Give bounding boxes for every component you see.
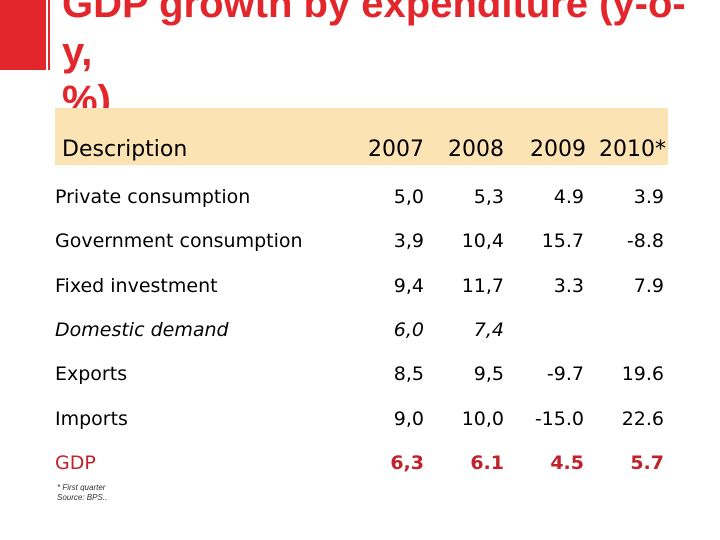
table-cell: -9.7 xyxy=(546,363,584,385)
accent-line xyxy=(48,0,50,70)
row-label-government-consumption: Government consumption xyxy=(55,230,303,252)
table-cell: 4.5 xyxy=(550,452,584,474)
table-cell: 8,5 xyxy=(393,363,424,385)
accent-bar xyxy=(0,0,46,70)
table-cell: 3,9 xyxy=(393,230,424,252)
footnote-source: Source: BPS.. xyxy=(57,493,108,502)
row-label-gdp: GDP xyxy=(55,452,96,474)
table-cell: 7,4 xyxy=(473,319,504,341)
table-cell: 22.6 xyxy=(621,408,664,430)
header-year-2008: 2008 xyxy=(448,137,504,162)
table-cell: 15.7 xyxy=(541,230,584,252)
table-cell: 10,0 xyxy=(461,408,504,430)
table-cell: 6,3 xyxy=(390,452,424,474)
table-cell: 10,4 xyxy=(461,230,504,252)
footnote-first-quarter: * First quarter xyxy=(57,483,106,492)
row-label-private-consumption: Private consumption xyxy=(55,186,251,208)
table-cell: 6,0 xyxy=(393,319,424,341)
table-cell: 7.9 xyxy=(633,275,664,297)
row-label-domestic-demand: Domestic demand xyxy=(55,319,229,341)
table-cell: 9,4 xyxy=(393,275,424,297)
row-label-fixed-investment: Fixed investment xyxy=(55,275,218,297)
table-cell: 4.9 xyxy=(553,186,584,208)
header-year-2010: 2010* xyxy=(599,137,666,162)
header-description: Description xyxy=(62,137,188,162)
table-cell: 5.7 xyxy=(630,452,664,474)
table-cell: 5,0 xyxy=(393,186,424,208)
table-cell: 9,0 xyxy=(393,408,424,430)
table-header-band xyxy=(55,108,668,165)
table-cell: 3.9 xyxy=(633,186,664,208)
table-cell: -8.8 xyxy=(626,230,664,252)
row-label-exports: Exports xyxy=(55,363,128,385)
table-cell: 3.3 xyxy=(553,275,584,297)
table-cell: 19.6 xyxy=(621,363,664,385)
table-cell: 5,3 xyxy=(473,186,504,208)
header-year-2007: 2007 xyxy=(368,137,424,162)
table-cell: -15.0 xyxy=(534,408,584,430)
row-label-imports: Imports xyxy=(55,408,128,430)
table-cell: 6.1 xyxy=(470,452,504,474)
footnote: * First quarter Source: BPS.. xyxy=(57,483,107,503)
table-cell: 11,7 xyxy=(461,275,504,297)
page-title: GDP growth by expenditure (y-o-y, %) xyxy=(62,0,686,122)
table-cell: 9,5 xyxy=(473,363,504,385)
header-year-2009: 2009 xyxy=(530,137,586,162)
